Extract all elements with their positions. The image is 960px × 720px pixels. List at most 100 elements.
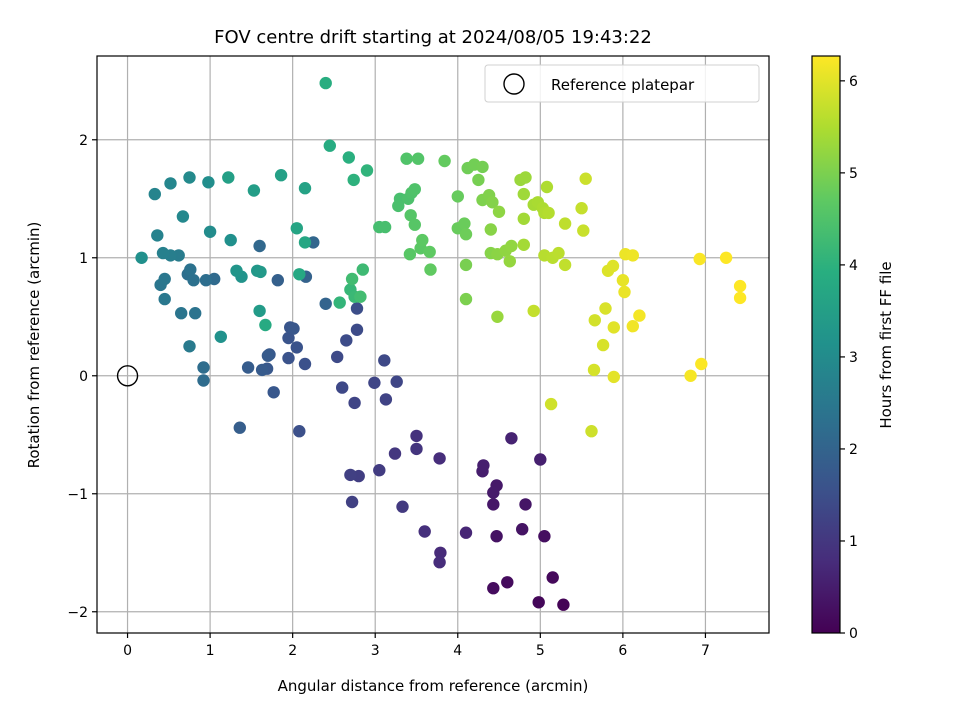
data-point [733,279,747,293]
data-point [233,421,246,434]
colorbar-tick-label: 5 [849,166,858,182]
data-point [298,182,312,195]
data-point [336,381,349,394]
data-point [319,297,332,310]
data-point [378,354,391,367]
data-point [183,340,196,353]
data-point [423,245,436,259]
data-point [558,258,572,272]
data-point [203,225,217,238]
colorbar-tick-label: 6 [849,74,858,90]
data-point [459,228,473,241]
grid-lines [97,56,769,633]
legend-label-reference: Reference platepar [551,76,695,94]
data-point [438,154,451,168]
data-point [459,526,473,539]
data-point [344,468,357,482]
data-point [616,274,630,287]
data-point [293,425,306,438]
data-point [733,291,747,305]
data-point [434,546,447,559]
data-point [290,341,303,354]
data-point [373,464,386,477]
data-point [411,152,425,165]
data-point [403,248,417,261]
data-point [433,452,446,465]
data-point [197,374,210,387]
data-point [135,251,148,264]
data-point [348,396,361,410]
data-point [267,386,280,399]
y-tick-label: 0 [79,369,88,385]
data-point [416,233,429,247]
data-point [607,370,620,384]
data-point [241,361,255,374]
data-point [323,139,336,152]
data-point [424,263,437,276]
x-axis-ticks: 0 1 2 3 4 5 6 7 [123,633,710,659]
data-point [331,350,344,364]
data-point [293,268,306,281]
data-point [693,252,706,266]
data-point [501,576,514,589]
colorbar-tick-label: 0 [849,626,858,642]
data-point [183,171,196,184]
x-tick-label: 2 [288,643,297,659]
data-point [396,500,409,513]
data-point [197,361,210,374]
data-point [719,251,733,264]
data-point [298,236,312,249]
colorbar-ticks: 0 1 2 3 4 5 6 [840,74,858,642]
data-point [451,190,464,203]
data-point [519,171,532,184]
data-point [347,173,360,187]
data-point [184,263,197,276]
data-point [476,160,489,174]
x-tick-label: 5 [536,643,545,659]
data-point [156,246,170,260]
y-tick-label: 2 [79,133,88,149]
x-tick-label: 4 [453,643,462,659]
x-axis-label: Angular distance from reference (arcmin) [278,677,589,695]
data-point [388,447,402,460]
data-point [458,217,471,230]
data-point [392,199,405,213]
data-point [408,218,421,231]
colorbar-tick-label: 4 [849,258,858,274]
y-axis-ticks: −2 −1 0 1 2 [67,133,97,621]
data-point [319,76,332,90]
legend-box [484,64,760,103]
data-point [255,363,269,377]
colorbar-label: Hours from first FF file [877,261,895,428]
data-point [585,425,598,438]
data-point [418,525,431,538]
colorbar-gradient [811,55,841,634]
data-point [164,177,177,190]
data-point [342,151,355,164]
data-point [505,239,518,253]
data-point [577,224,590,237]
plot-frame [96,55,770,634]
data-point [517,187,530,201]
colorbar-tick-label: 2 [849,442,858,458]
data-point [516,523,529,536]
y-tick-label: −2 [67,605,88,621]
data-point [532,596,545,609]
data-point [189,307,202,320]
x-tick-label: 6 [618,643,627,659]
data-point [404,209,417,222]
data-point [261,349,275,362]
data-point [151,229,164,242]
reference-marker-layer [116,365,139,387]
data-point [282,351,295,365]
x-tick-label: 7 [701,643,710,659]
legend-reference-marker [503,73,525,95]
data-point [290,222,303,235]
data-point [350,302,364,315]
data-point [158,292,171,306]
data-point [492,205,506,218]
data-point [390,375,403,388]
data-point [505,432,518,445]
data-point [579,172,592,185]
